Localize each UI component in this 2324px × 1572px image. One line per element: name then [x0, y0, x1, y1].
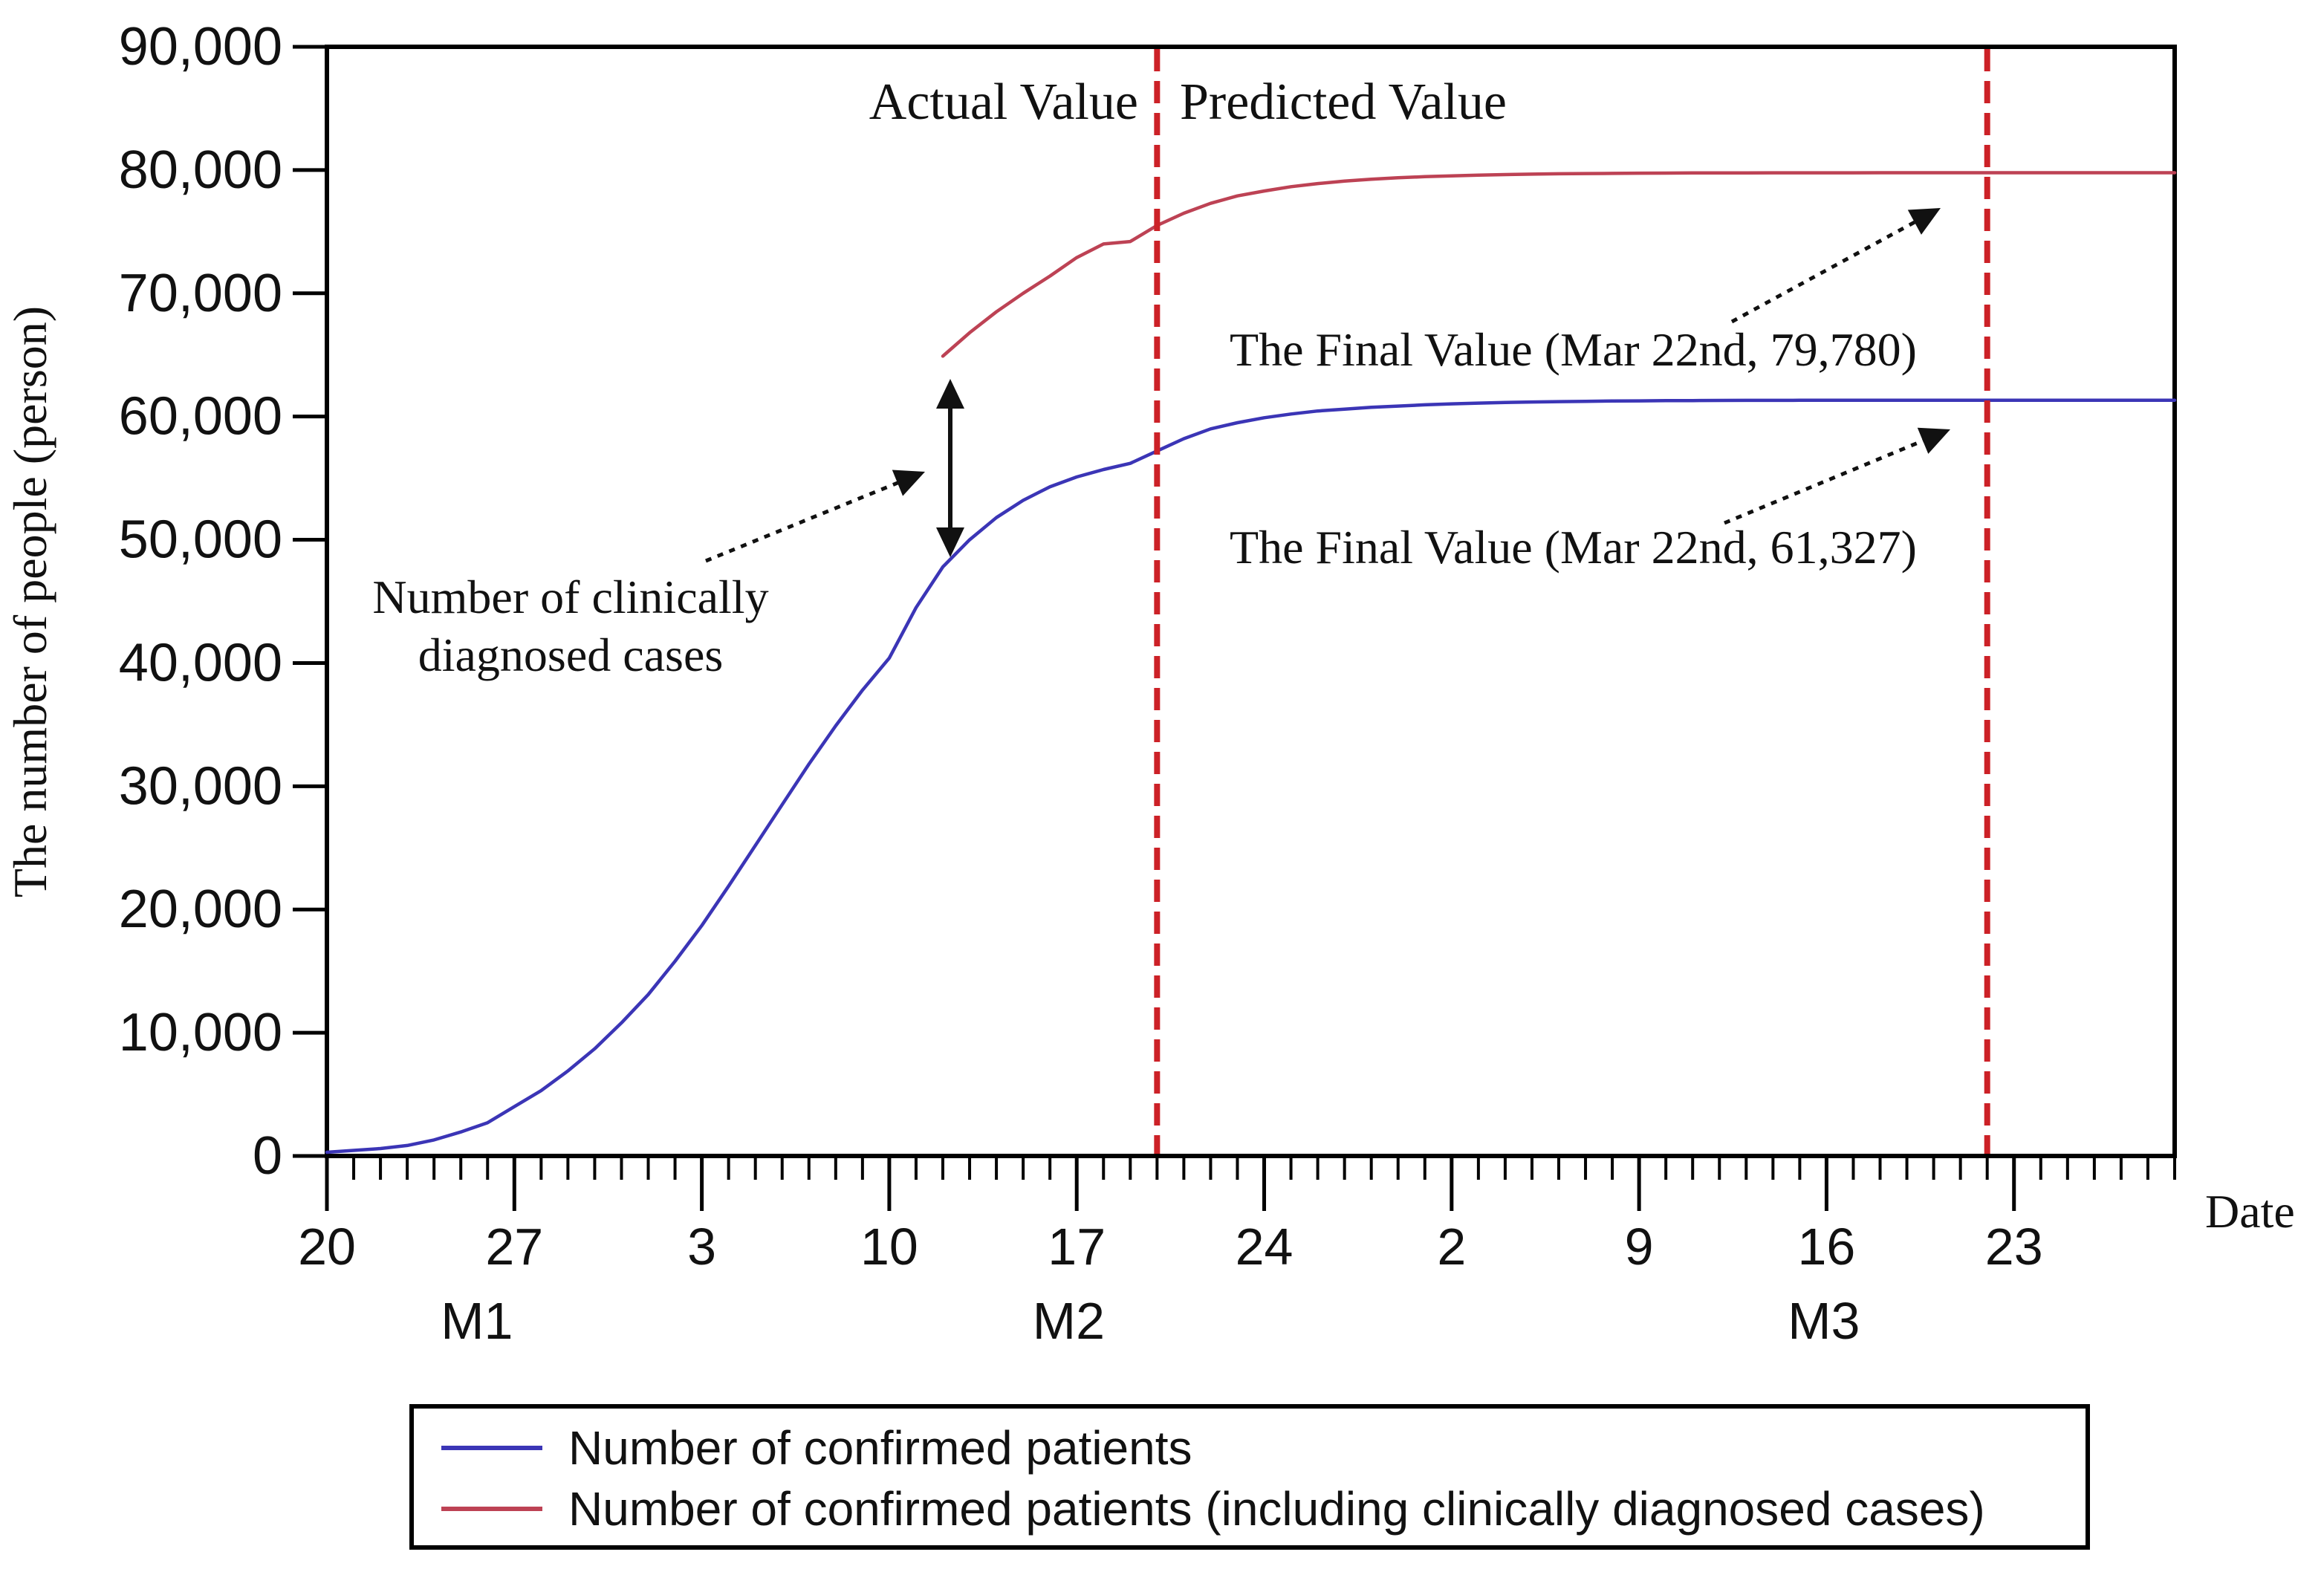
x-tick-label: 23: [1985, 1218, 2043, 1276]
x-tick-label: 17: [1048, 1218, 1106, 1276]
x-axis-title: Date: [2205, 1185, 2295, 1238]
y-tick-label: 50,000: [119, 510, 282, 570]
series-line-confirmed: [325, 398, 2177, 1154]
arrowhead: [1917, 427, 1950, 454]
phase-label-predicted: Predicted Value: [1180, 74, 1507, 131]
y-tick-label: 60,000: [119, 387, 282, 446]
x-tick-label: 9: [1625, 1218, 1654, 1276]
y-tick-label: 30,000: [119, 756, 282, 816]
y-tick-label: 80,000: [119, 140, 282, 200]
x-tick-label: 24: [1236, 1218, 1294, 1276]
legend-box: [409, 1404, 2090, 1550]
legend-label-confirmed: Number of confirmed patients: [568, 1421, 1192, 1475]
double-arrow-head-down: [936, 527, 964, 557]
y-axis-ticks: 0 10,000 20,000 30,000 40,000 50,000 60,000 70,…: [119, 17, 327, 1186]
clinical-note-line2: diagnosed cases: [418, 629, 724, 681]
month-label: M2: [1033, 1292, 1105, 1350]
annotation-arrow: [1724, 437, 1928, 525]
x-tick-label: 16: [1797, 1218, 1855, 1276]
month-label: M1: [441, 1292, 513, 1350]
final-value-red-label: The Final Value (Mar 22nd, 79,780): [1230, 323, 1917, 376]
x-tick-label: 20: [298, 1218, 356, 1276]
y-tick-label: 20,000: [119, 880, 282, 939]
y-tick-label: 70,000: [119, 264, 282, 323]
x-tick-label: 27: [485, 1218, 543, 1276]
annotation-arrows: [705, 208, 1950, 563]
y-tick-label: 40,000: [119, 633, 282, 692]
y-tick-label: 90,000: [119, 17, 282, 77]
month-label: M3: [1788, 1292, 1860, 1350]
divider-lines: [1154, 49, 1990, 1154]
legend-label-including-clinical: Number of confirmed patients (including …: [568, 1482, 1985, 1536]
double-arrow-head-up: [936, 379, 964, 409]
annotation-arrow: [1730, 218, 1920, 324]
clinical-note-line1: Number of clinically: [372, 571, 768, 623]
x-tick-label: 10: [860, 1218, 918, 1276]
y-tick-label: 0: [253, 1126, 282, 1186]
x-tick-label: 2: [1437, 1218, 1466, 1276]
legend: Number of confirmed patients Number of c…: [409, 1404, 2090, 1550]
plot-frame: [325, 45, 2177, 1158]
y-axis-title: The number of people (person): [4, 306, 56, 897]
annotation-arrow: [705, 479, 903, 563]
x-axis-ticks: 20 27 3 10 17 24 2 9 16 23 M1 M2 M3: [298, 1156, 2176, 1350]
series-line-including-clinical: [941, 171, 2177, 358]
arrowhead: [892, 470, 925, 496]
phase-label-actual: Actual Value: [869, 74, 1138, 131]
y-tick-label: 10,000: [119, 1003, 282, 1062]
series-lines: [325, 171, 2177, 1154]
arrowhead: [1907, 208, 1941, 235]
x-tick-label: 3: [687, 1218, 716, 1276]
final-value-blue-label: The Final Value (Mar 22nd, 61,327): [1230, 521, 1917, 574]
